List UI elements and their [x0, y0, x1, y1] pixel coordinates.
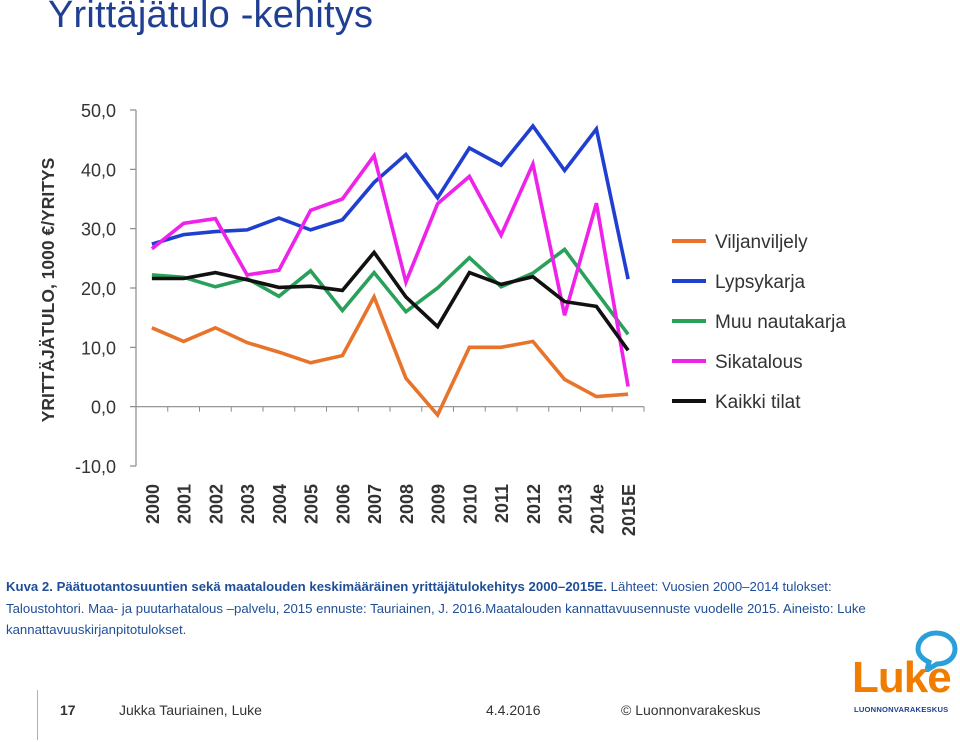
x-tick-label: 2005 [302, 484, 322, 524]
x-tick-label: 2009 [429, 484, 449, 524]
speech-bubble-icon [915, 630, 958, 672]
y-tick-label: 10,0 [81, 338, 116, 358]
legend-label: Kaikki tilat [715, 392, 801, 413]
caption-rest: Lähteet: Vuosien 2000–2014 tulokset: Tal… [6, 579, 866, 637]
x-tick-label: 2012 [524, 484, 544, 524]
figure-caption: Kuva 2. Päätuotantosuuntien sekä maatalo… [6, 576, 876, 641]
x-tick-label: 2010 [460, 484, 480, 524]
logo-word: Luke [852, 653, 952, 702]
legend-label: Viljanviljely [715, 232, 808, 253]
y-tick-label: 50,0 [81, 101, 116, 121]
series-line [151, 246, 630, 336]
caption-bold: Kuva 2. Päätuotantosuuntien sekä maatalo… [6, 579, 608, 594]
series-line [151, 123, 630, 280]
x-tick-label: 2014e [587, 484, 607, 534]
luke-logo: Luke LUONNONVARAKESKUS [848, 630, 958, 718]
logo-subtitle: LUONNONVARAKESKUS [854, 705, 949, 714]
legend-label: Muu nautakarja [715, 312, 846, 333]
x-tick-label: 2003 [238, 484, 258, 524]
line-chart: 50,0 40,0 30,0 20,0 10,0 0,0 -10,0 2000 2001 2002… [38, 101, 846, 536]
series-line [150, 151, 630, 387]
y-tick-label: 0,0 [91, 398, 116, 418]
x-tick-label: 2007 [365, 484, 385, 524]
y-tick-label: 40,0 [81, 160, 116, 180]
x-tick-label: 2000 [143, 484, 163, 524]
x-tick-label: 2013 [556, 484, 576, 524]
footer-divider [37, 690, 38, 740]
series-line [151, 292, 629, 419]
x-tick-label: 2015E [619, 484, 639, 536]
x-tick-label: 2001 [175, 484, 195, 524]
x-tick-label: 2002 [206, 484, 226, 524]
y-axis-label: YRITTÄJÄTULO, 1000 €/YRITYS [38, 158, 58, 423]
y-tick-label: 20,0 [81, 279, 116, 299]
copyright: © Luonnonvarakeskus [621, 702, 761, 718]
x-tick-label: 2004 [270, 484, 290, 524]
page-number: 17 [60, 702, 76, 718]
y-tick-label: -10,0 [75, 457, 116, 477]
legend-label: Sikatalous [715, 352, 803, 373]
y-tick-label: 30,0 [81, 220, 116, 240]
slide-title: Yrittäjätulo -kehitys [48, 0, 374, 36]
x-tick-label: 2011 [492, 484, 512, 523]
x-tick-label: 2006 [333, 484, 353, 524]
author: Jukka Tauriainen, Luke [119, 702, 262, 718]
legend-label: Lypsykarja [715, 272, 806, 293]
series-line [151, 249, 630, 352]
date: 4.4.2016 [486, 702, 541, 718]
x-tick-label: 2008 [397, 484, 417, 524]
